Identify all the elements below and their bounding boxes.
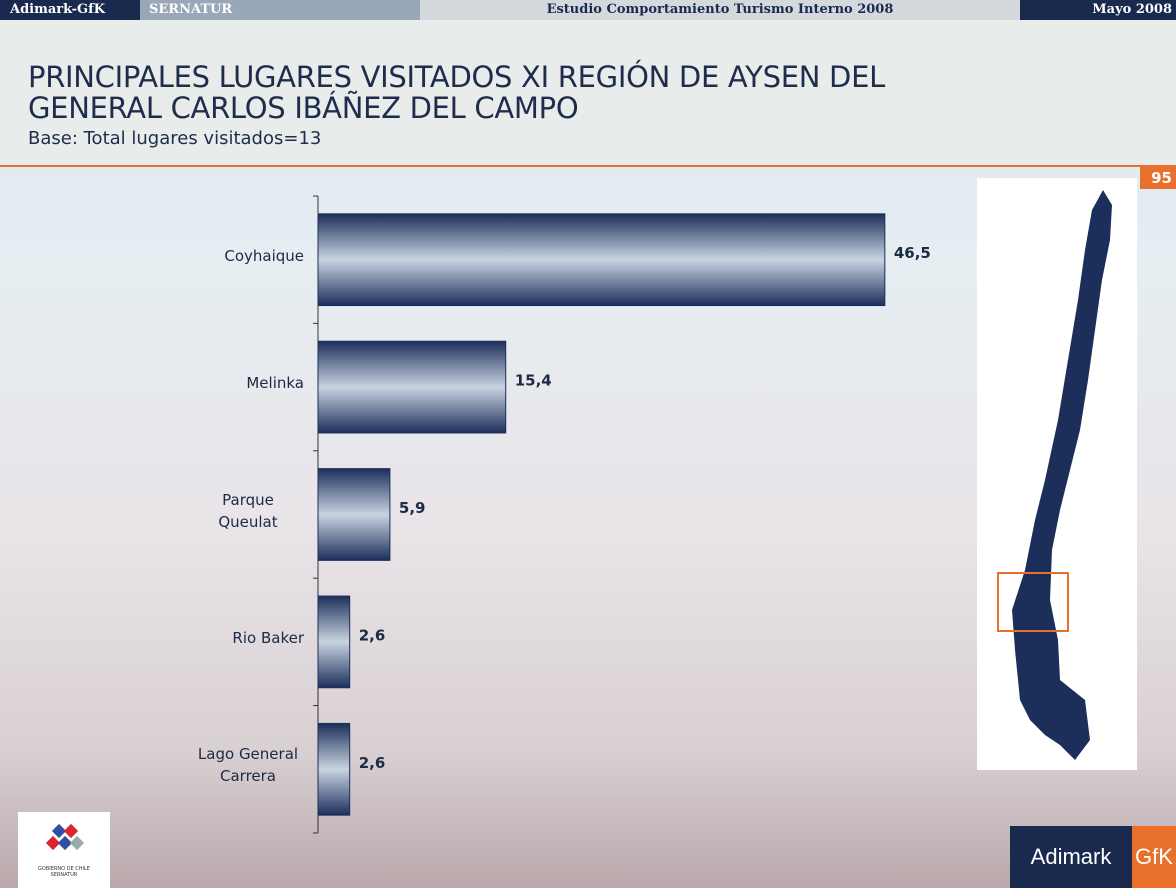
map-highlight: [997, 572, 1069, 632]
bar: [317, 722, 351, 816]
category-label: Lago General Carrera: [197, 745, 299, 786]
page-number: 95: [1140, 167, 1176, 189]
header-study: Estudio Comportamiento Turismo Interno 2…: [420, 0, 1020, 20]
category-label: Coyhaique: [224, 246, 304, 265]
bar: [317, 340, 507, 434]
value-label: 46,5: [894, 244, 931, 262]
logo-mark: [45, 823, 85, 851]
header-client: SERNATUR: [140, 0, 420, 20]
logo-box: GOBIERNO DE CHILE SERNATUR: [18, 812, 110, 888]
value-label: 2,6: [359, 626, 386, 644]
footer-partner: GfK: [1132, 826, 1176, 888]
subtitle: Base: Total lugares visitados=13: [28, 128, 322, 149]
title-line: GENERAL CARLOS IBÁÑEZ DEL CAMPO: [28, 91, 579, 125]
title-area: [0, 0, 1176, 166]
bar: [317, 595, 351, 689]
logo-text: GOBIERNO DE CHILE: [38, 866, 90, 872]
value-label: 15,4: [515, 372, 552, 390]
category-label: Parque Queulat: [218, 490, 278, 531]
value-label: 2,6: [359, 754, 386, 772]
header-date: Mayo 2008: [1020, 0, 1176, 20]
logo-text: SERNATUR: [50, 872, 78, 878]
category-label: Melinka: [246, 374, 304, 393]
rule: [0, 165, 1176, 167]
category-label: Rio Baker: [232, 628, 304, 647]
title-line: PRINCIPALES LUGARES VISITADOS XI REGIÓN …: [28, 60, 885, 94]
bar: [317, 468, 391, 561]
bar: [317, 213, 886, 307]
header-brand: Adimark-GfK: [0, 0, 140, 20]
footer-brand: Adimark: [1010, 826, 1132, 888]
map-chile: [1012, 190, 1112, 760]
value-label: 5,9: [399, 499, 426, 517]
